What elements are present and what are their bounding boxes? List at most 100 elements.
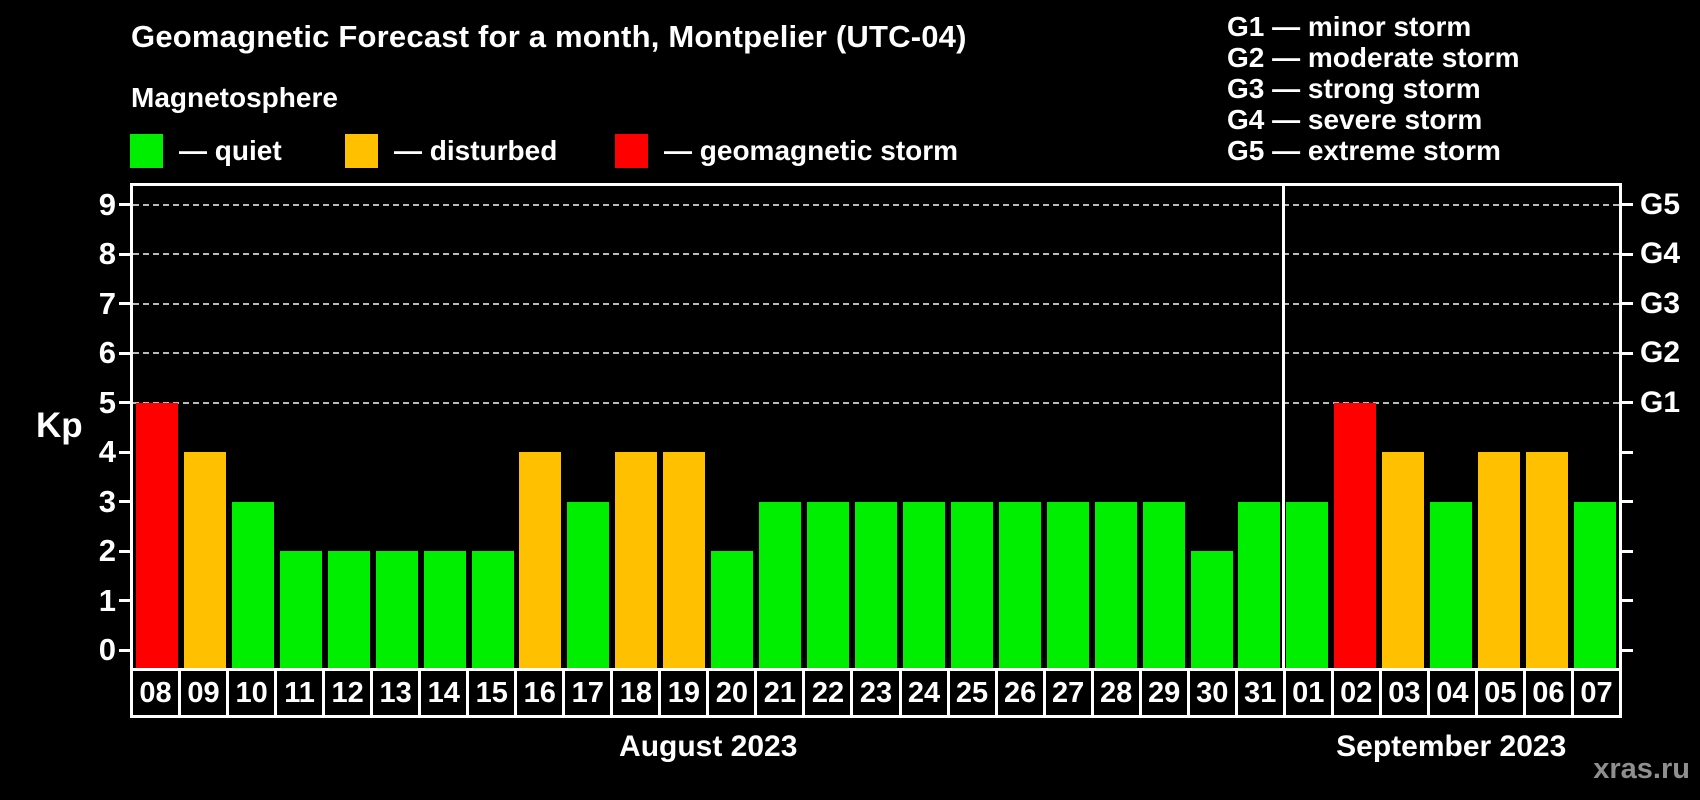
kp-bar — [135, 402, 178, 668]
kp-bar — [902, 501, 945, 668]
gridline — [133, 401, 1619, 404]
kp-bar — [471, 551, 514, 668]
right-axis-tick — [1622, 500, 1633, 503]
g-legend-line: G3 — strong storm — [1227, 73, 1481, 104]
day-cell: 02 — [1334, 671, 1382, 715]
day-cell: 21 — [757, 671, 806, 715]
kp-bar — [1238, 501, 1281, 668]
day-cell: 07 — [1580, 676, 1613, 709]
right-axis-tick — [1622, 401, 1633, 404]
month-label: August 2023 — [619, 730, 798, 763]
storm-swatch — [615, 134, 648, 168]
kp-bar — [1286, 501, 1329, 668]
right-axis-tick — [1622, 599, 1633, 602]
kp-bar — [1430, 501, 1473, 668]
right-axis-tick — [1622, 648, 1633, 652]
day-cell: 12 — [325, 671, 374, 715]
g-scale-label: G2 — [1640, 336, 1681, 369]
y-tick-label: 5 — [98, 384, 116, 420]
y-axis-tick — [119, 450, 130, 454]
gridline — [133, 352, 1619, 354]
day-cell: 29 — [1142, 671, 1190, 715]
legend-item-label: — quiet — [179, 135, 282, 166]
day-cell: 03 — [1382, 671, 1430, 715]
day-cell: 19 — [661, 671, 710, 715]
kp-bar — [1574, 501, 1617, 668]
kp-bar — [327, 551, 370, 668]
y-axis-tick — [119, 401, 130, 404]
kp-bar — [567, 501, 610, 668]
y-tick-label: 8 — [98, 236, 116, 271]
kp-bar — [1094, 501, 1137, 668]
gridline — [133, 253, 1619, 255]
kp-bar — [375, 551, 418, 668]
legend-item-disturbed: — disturbed — [345, 131, 557, 171]
kp-bar — [855, 501, 897, 668]
day-cell: 05 — [1478, 671, 1526, 715]
g-legend-line: G2 — moderate storm — [1227, 42, 1520, 73]
kp-bar — [519, 452, 562, 668]
day-cell: 04 — [1430, 671, 1478, 715]
kp-bar — [423, 551, 466, 668]
y-axis-tick — [119, 351, 130, 355]
day-cell: 27 — [1046, 671, 1094, 715]
day-cell: 26 — [998, 671, 1046, 715]
quiet-swatch — [130, 134, 163, 168]
kp-bar — [711, 551, 754, 668]
day-cell: 01 — [1286, 671, 1334, 715]
kp-bar — [279, 551, 322, 668]
legend-item-label: — disturbed — [394, 135, 558, 166]
month-separator-line — [1281, 186, 1285, 668]
right-axis-tick — [1622, 450, 1633, 454]
right-axis-tick — [1622, 549, 1633, 553]
g-legend-line: G5 — extreme storm — [1227, 135, 1501, 166]
plot-area — [130, 183, 1622, 668]
day-axis: 08 09 10 11 12 13 14 15 16 17 18 19 20 21 22 23 24 25 26 27… — [130, 668, 1622, 718]
day-cell: 18 — [613, 671, 662, 715]
day-cell: 15 — [469, 671, 518, 715]
kp-bar — [807, 501, 850, 668]
y-tick-label: 3 — [98, 483, 116, 519]
kp-bar — [1190, 551, 1233, 668]
kp-bar — [663, 452, 706, 668]
gridline — [133, 203, 1619, 206]
right-axis-tick — [1622, 302, 1633, 305]
day-cell: 06 — [1526, 671, 1574, 715]
kp-bar — [183, 452, 226, 668]
kp-bar — [1046, 501, 1089, 668]
kp-bar — [1334, 402, 1377, 668]
right-axis-tick — [1622, 252, 1633, 256]
g-scale-legend: G1 — minor storm G2 — moderate storm G3 — … — [1227, 11, 1520, 166]
chart-title: Geomagnetic Forecast for a month, Montpe… — [131, 19, 967, 54]
disturbed-swatch — [345, 134, 378, 168]
y-tick-label: 9 — [98, 186, 116, 222]
kp-bar — [950, 501, 993, 668]
kp-bar — [759, 501, 802, 668]
day-cell: 14 — [421, 671, 470, 715]
y-axis-tick — [119, 599, 130, 602]
y-axis-tick — [119, 252, 130, 256]
kp-bar — [998, 501, 1041, 668]
kp-axis-label: Kp — [36, 406, 83, 445]
g-scale-label: G1 — [1640, 385, 1681, 419]
legend-item-quiet: — quiet — [130, 131, 282, 171]
day-cell: 13 — [373, 671, 422, 715]
legend-item-storm: — geomagnetic storm — [615, 131, 958, 171]
day-cell: 22 — [805, 671, 854, 715]
y-tick-label: 6 — [98, 335, 116, 370]
kp-bar — [1382, 452, 1425, 668]
kp-bar — [1526, 452, 1569, 668]
watermark: xras.ru — [1593, 753, 1690, 785]
y-axis-tick — [119, 203, 130, 206]
y-tick-label: 2 — [98, 533, 116, 568]
y-tick-label: 0 — [98, 632, 116, 667]
kp-bar — [615, 452, 658, 668]
g-scale-label: G3 — [1640, 286, 1681, 320]
day-cell: 10 — [229, 671, 278, 715]
y-tick-label: 7 — [98, 285, 116, 321]
day-cell: 20 — [709, 671, 758, 715]
day-cell: 08 — [133, 671, 182, 715]
y-axis-tick — [119, 302, 130, 305]
day-cell: 16 — [517, 671, 566, 715]
legend-item-label: — geomagnetic storm — [664, 135, 959, 166]
